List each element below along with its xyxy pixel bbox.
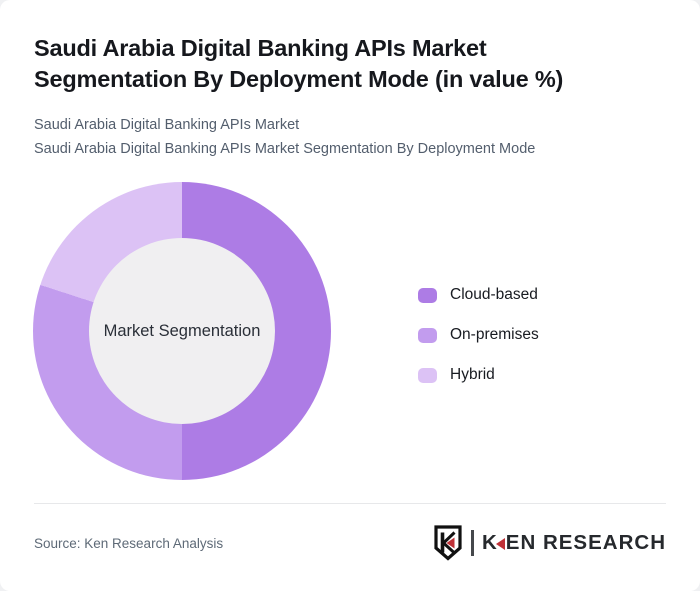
legend-swatch-icon <box>418 367 437 383</box>
legend-item-on-premises[interactable]: On-premises <box>418 326 539 344</box>
subtitle-line-1: Saudi Arabia Digital Banking APIs Market <box>34 117 300 133</box>
logo-wordmark: K EN RESEARCH <box>482 531 666 555</box>
footer-divider <box>34 503 666 504</box>
source-note: Source: Ken Research Analysis <box>34 536 224 551</box>
chart-legend: Cloud-based On-premises Hybrid <box>418 286 539 384</box>
donut-center: Market Segmentation <box>89 238 275 424</box>
subtitle-line-2: Saudi Arabia Digital Banking APIs Market… <box>34 140 536 157</box>
logo-letter-k: K <box>481 531 498 554</box>
red-triangle-icon <box>495 537 505 550</box>
legend-swatch-icon <box>418 327 437 343</box>
legend-label: Cloud-based <box>450 286 538 303</box>
page-title: Saudi Arabia Digital Banking APIs Market… <box>34 35 564 92</box>
donut-center-label: Market Segmentation <box>103 321 261 340</box>
legend-item-cloud-based[interactable]: Cloud-based <box>418 286 539 304</box>
legend-item-hybrid[interactable]: Hybrid <box>418 366 539 384</box>
legend-label: Hybrid <box>450 366 495 383</box>
legend-label: On-premises <box>450 326 539 343</box>
logo-separator <box>470 530 474 556</box>
ken-research-logo: K EN RESEARCH <box>433 525 666 561</box>
subtitle-block: Saudi Arabia Digital Banking APIs Market… <box>34 114 535 161</box>
legend-swatch-icon <box>418 287 437 303</box>
donut-chart: Market Segmentation <box>33 182 331 480</box>
ken-research-shield-icon <box>434 525 462 561</box>
logo-text-rest: EN RESEARCH <box>505 531 666 554</box>
